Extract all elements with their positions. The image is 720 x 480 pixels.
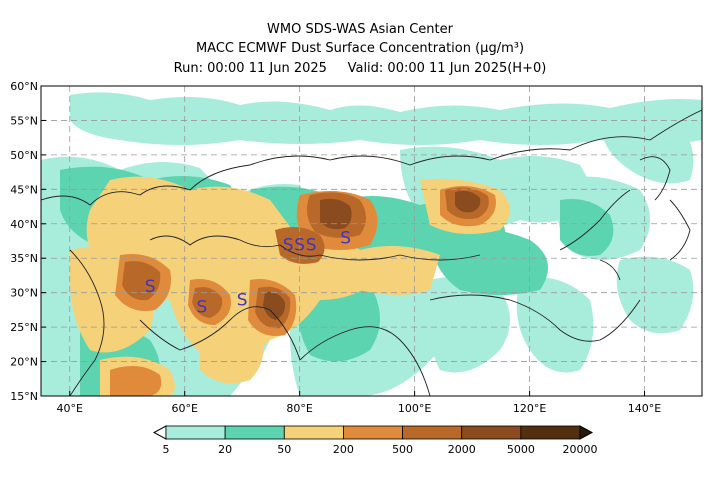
colorbar-label: 20000 — [563, 443, 598, 456]
lon-label: 80°E — [286, 402, 312, 415]
colorbar-label: 2000 — [448, 443, 476, 456]
colorbar-segment — [520, 425, 581, 440]
dust-source-marker: S — [197, 297, 208, 317]
colorbar-label: 50 — [277, 443, 291, 456]
colorbar-label: 200 — [333, 443, 354, 456]
map-frame — [40, 85, 703, 397]
lon-label: 120°E — [513, 402, 546, 415]
colorbar-label: 5000 — [507, 443, 535, 456]
run-time: Run: 00:00 11 Jun 2025 — [173, 61, 327, 76]
dust-source-markers: SS SS S S S — [145, 229, 351, 318]
colorbar-segment — [224, 425, 285, 440]
lat-label: 45°N — [10, 183, 38, 196]
valid-time: Valid: 00:00 11 Jun 2025(H+0) — [347, 61, 547, 76]
longitude-labels: 40°E 60°E 80°E 100°E 120°E 140°E — [57, 402, 662, 415]
dust-source-marker: S — [340, 229, 351, 249]
colorbar-segment — [402, 425, 463, 440]
lon-label: 140°E — [628, 402, 661, 415]
lat-label: 40°N — [10, 218, 38, 231]
dust-source-marker: S — [294, 235, 305, 255]
colorbar-max-arrow — [579, 425, 594, 440]
colorbar-label: 20 — [218, 443, 232, 456]
colorbar: 5 20 50 200 500 2000 5000 20000 — [152, 425, 598, 456]
dust-concentration-field — [41, 86, 702, 396]
colorbar-segment — [283, 425, 344, 440]
colorbar-segment — [165, 425, 226, 440]
colorbar-label: 500 — [392, 443, 413, 456]
lon-label: 100°E — [398, 402, 431, 415]
lat-label: 55°N — [10, 114, 38, 127]
lat-label: 25°N — [10, 321, 38, 334]
lat-label: 20°N — [10, 356, 38, 369]
dust-source-marker: S — [145, 277, 156, 297]
lat-label: 15°N — [10, 390, 38, 403]
dust-source-marker: S — [283, 235, 294, 255]
lat-label: 30°N — [10, 287, 38, 300]
lat-label: 35°N — [10, 252, 38, 265]
lon-label: 60°E — [171, 402, 197, 415]
lon-label: 40°E — [57, 402, 83, 415]
dust-source-marker: S — [306, 235, 317, 255]
colorbar-segment — [343, 425, 403, 440]
colorbar-min-arrow — [152, 425, 167, 440]
country-borders — [41, 109, 702, 396]
lat-label: 50°N — [10, 149, 38, 162]
latitude-labels: 15°N 20°N 25°N 30°N 35°N 40°N 45°N 50°N 55°N 60°N — [10, 80, 38, 403]
map-title: WMO SDS-WAS Asian Center — [267, 22, 453, 37]
run-valid-line: Run: 00:00 11 Jun 2025 Valid: 00:00 11 J… — [0, 61, 720, 76]
lat-label: 60°N — [10, 80, 38, 93]
colorbar-label: 5 — [163, 443, 170, 456]
map-subtitle: MACC ECMWF Dust Surface Concentration (μ… — [195, 41, 525, 56]
colorbar-segment — [461, 425, 522, 440]
axis-ticks — [41, 85, 646, 397]
dust-source-marker: S — [237, 291, 248, 311]
